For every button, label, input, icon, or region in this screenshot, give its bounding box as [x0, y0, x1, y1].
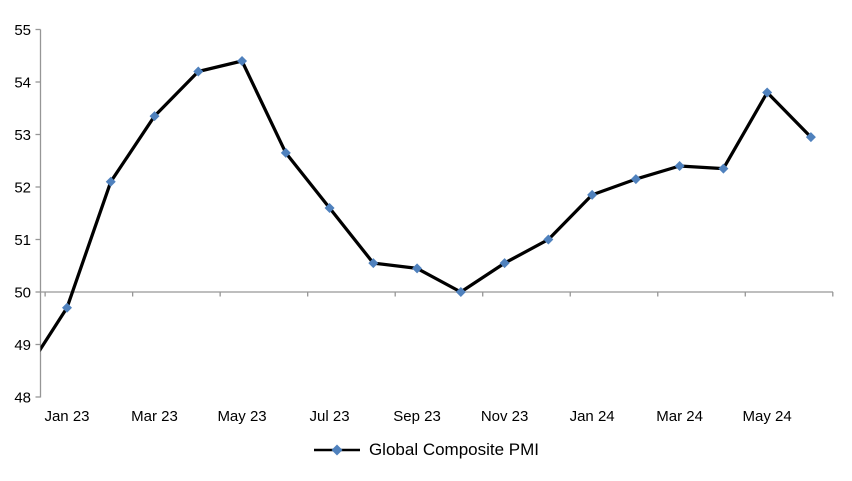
y-axis-tick-label: 52 — [14, 180, 31, 197]
legend-key — [313, 444, 360, 456]
data-point-marker — [543, 234, 554, 245]
data-point-marker — [368, 258, 379, 269]
x-axis-tick-label: Mar 23 — [131, 408, 178, 425]
data-point-marker — [412, 263, 423, 274]
legend-series-label: Global Composite PMI — [368, 440, 540, 459]
data-point-marker — [455, 287, 466, 297]
y-axis-tick-label: 53 — [14, 127, 31, 144]
data-point-marker — [237, 56, 248, 66]
data-point-marker — [280, 147, 291, 158]
x-axis-tick-label: Jul 23 — [310, 408, 350, 425]
data-point-marker — [193, 66, 204, 77]
legend-key-marker — [331, 444, 343, 456]
y-axis-tick-label: 48 — [14, 390, 31, 407]
y-axis-tick-label: 49 — [14, 337, 31, 354]
x-axis-tick-label: May 23 — [217, 408, 266, 425]
data-line — [40, 59, 813, 353]
y-axis-tick-label: 54 — [14, 75, 31, 92]
data-point-marker — [674, 161, 685, 171]
data-point-marker — [499, 258, 510, 269]
x-axis-tick-label: Nov 23 — [481, 408, 529, 425]
data-point-marker — [762, 87, 773, 98]
x-axis-tick-label: Jan 24 — [570, 408, 615, 425]
x-axis-tick-label: Sep 23 — [393, 408, 441, 425]
plot-area: 55 54 53 52 51 50 49 48 Jan 23 Mar 23 May 23 Jul 23… — [14, 22, 834, 425]
data-point-marker — [630, 174, 641, 185]
legend: Global Composite PMI — [0, 434, 852, 466]
y-axis-tick-label: 51 — [14, 232, 31, 249]
data-point-marker — [149, 111, 160, 122]
y-axis-tick-label: 50 — [14, 285, 31, 302]
data-point-marker — [587, 189, 598, 200]
x-axis-tick-label: Mar 24 — [656, 408, 703, 425]
x-axis-tick-label: May 24 — [743, 408, 792, 425]
y-axis-tick-label: 55 — [14, 22, 31, 39]
data-point-marker — [105, 176, 116, 187]
data-point-marker — [805, 132, 816, 143]
data-point-marker — [324, 203, 335, 213]
data-point-marker — [62, 302, 72, 313]
x-axis-tick-label: Jan 23 — [44, 408, 89, 425]
data-point-marker — [718, 163, 729, 174]
